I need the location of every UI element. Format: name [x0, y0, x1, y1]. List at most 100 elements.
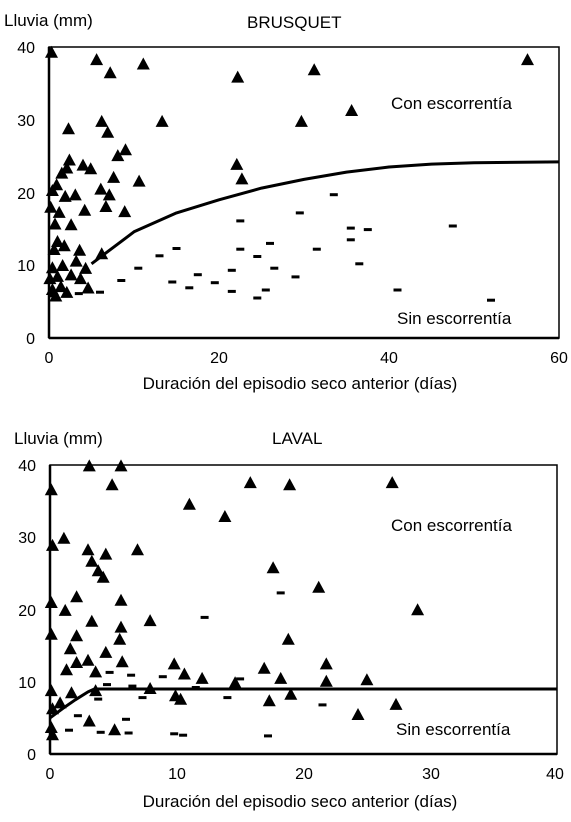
- annotation-sin-escorrentia: Sin escorrentía: [396, 720, 511, 739]
- x-tick-label: 60: [550, 350, 568, 367]
- runoff-point: [307, 63, 321, 76]
- runoff-point: [84, 162, 98, 175]
- no-runoff-point: [363, 228, 372, 232]
- no-runoff-point: [94, 697, 103, 701]
- x-axis-label: Duración del episodio seco anterior (día…: [143, 374, 458, 393]
- runoff-point: [195, 671, 209, 684]
- no-runoff-point: [318, 703, 327, 707]
- runoff-point: [63, 642, 77, 655]
- runoff-point: [58, 603, 72, 616]
- runoff-point: [294, 114, 308, 127]
- runoff-point: [62, 153, 76, 166]
- no-runoff-point: [138, 696, 147, 700]
- no-runoff-point: [200, 615, 209, 619]
- no-runoff-point: [134, 266, 143, 270]
- no-runoff-point: [329, 193, 338, 197]
- runoff-point: [60, 161, 74, 174]
- runoff-point: [111, 149, 125, 162]
- runoff-point: [132, 174, 146, 187]
- y-axis-tick-labels: 0 10 20 30 40: [17, 40, 35, 348]
- no-runoff-point: [253, 296, 262, 300]
- runoff-point: [114, 620, 128, 633]
- runoff-point: [228, 676, 242, 689]
- runoff-point: [44, 596, 58, 608]
- runoff-point: [177, 667, 191, 680]
- no-runoff-point: [155, 254, 164, 258]
- y-axis-tick-labels: 0 10 20 30 40: [18, 458, 36, 764]
- runoff-point: [235, 172, 249, 185]
- runoff-point: [57, 239, 71, 252]
- runoff-point: [69, 254, 83, 267]
- runoff-point: [113, 632, 127, 645]
- runoff-point: [44, 684, 58, 697]
- no-runoff-point: [127, 673, 136, 677]
- runoff-point: [114, 459, 128, 472]
- chart-brusquet: Lluvia (mm) BRUSQUET 0 10 20 30 40 0 20 …: [4, 11, 568, 393]
- runoff-point: [58, 189, 72, 202]
- runoff-point: [319, 657, 333, 670]
- threshold-curve: [90, 160, 560, 265]
- runoff-point: [385, 476, 399, 489]
- runoff-point: [155, 114, 169, 127]
- runoff-point: [82, 459, 96, 472]
- no-runoff-point: [158, 675, 167, 679]
- runoff-point: [70, 590, 84, 603]
- runoff-point: [103, 66, 117, 79]
- runoff-point: [115, 655, 129, 668]
- runoff-point: [81, 543, 95, 556]
- no-runoff-point: [261, 288, 270, 292]
- runoff-point: [107, 170, 121, 183]
- runoff-point: [257, 661, 271, 674]
- no-runoff-point: [122, 717, 130, 721]
- x-tick-label: 20: [210, 350, 228, 367]
- runoff-point: [68, 188, 82, 201]
- runoff-point: [82, 714, 96, 727]
- x-tick-label: 30: [422, 766, 440, 783]
- runoff-point: [182, 497, 196, 510]
- no-runoff-point: [74, 292, 83, 296]
- runoff-point: [57, 531, 71, 544]
- x-tick-label: 10: [168, 766, 186, 783]
- runoff-point: [89, 684, 103, 697]
- no-runoff-point: [270, 266, 279, 270]
- no-runoff-point: [236, 677, 245, 681]
- no-runoff-point: [312, 247, 321, 251]
- chart-title: BRUSQUET: [247, 13, 341, 32]
- y-tick-label: 40: [18, 458, 36, 475]
- annotation-con-escorrentia: Con escorrentía: [391, 94, 512, 113]
- runoff-point: [81, 653, 95, 666]
- runoff-point: [230, 157, 244, 170]
- y-tick-label: 20: [17, 186, 35, 203]
- no-runoff-point: [236, 247, 245, 251]
- no-runoff-point: [172, 247, 181, 250]
- runoff-point: [70, 629, 84, 642]
- runoff-point: [44, 483, 58, 496]
- no-runoff-point: [49, 294, 58, 298]
- threshold-curve: [49, 687, 557, 720]
- no-runoff-point: [291, 275, 300, 279]
- runoff-point: [95, 114, 109, 127]
- no-runoff-point: [185, 286, 194, 290]
- runoff-point: [85, 614, 99, 627]
- runoff-point: [45, 261, 59, 274]
- runoff-point: [45, 184, 59, 196]
- runoff-point: [345, 104, 359, 116]
- runoff-point: [73, 243, 87, 256]
- x-tick-label: 40: [546, 766, 564, 783]
- no-runoff-point: [393, 288, 402, 292]
- y-tick-label: 10: [17, 258, 35, 275]
- runoff-point: [62, 122, 75, 135]
- no-runoff-point: [266, 241, 274, 245]
- no-runoff-point: [448, 224, 457, 228]
- runoff-point: [99, 200, 113, 212]
- runoff-point: [60, 285, 74, 298]
- no-runoff-point: [73, 714, 82, 718]
- runoff-point: [85, 554, 99, 567]
- runoff-point: [351, 708, 365, 720]
- x-axis-tick-labels: 0 10 20 30 40: [46, 766, 564, 783]
- runoff-point: [284, 687, 298, 700]
- runoff-point: [78, 203, 92, 216]
- x-axis-tick-labels: 0 20 40 60: [45, 350, 568, 367]
- no-runoff-point: [210, 281, 219, 285]
- plot-area-frame: [48, 46, 560, 339]
